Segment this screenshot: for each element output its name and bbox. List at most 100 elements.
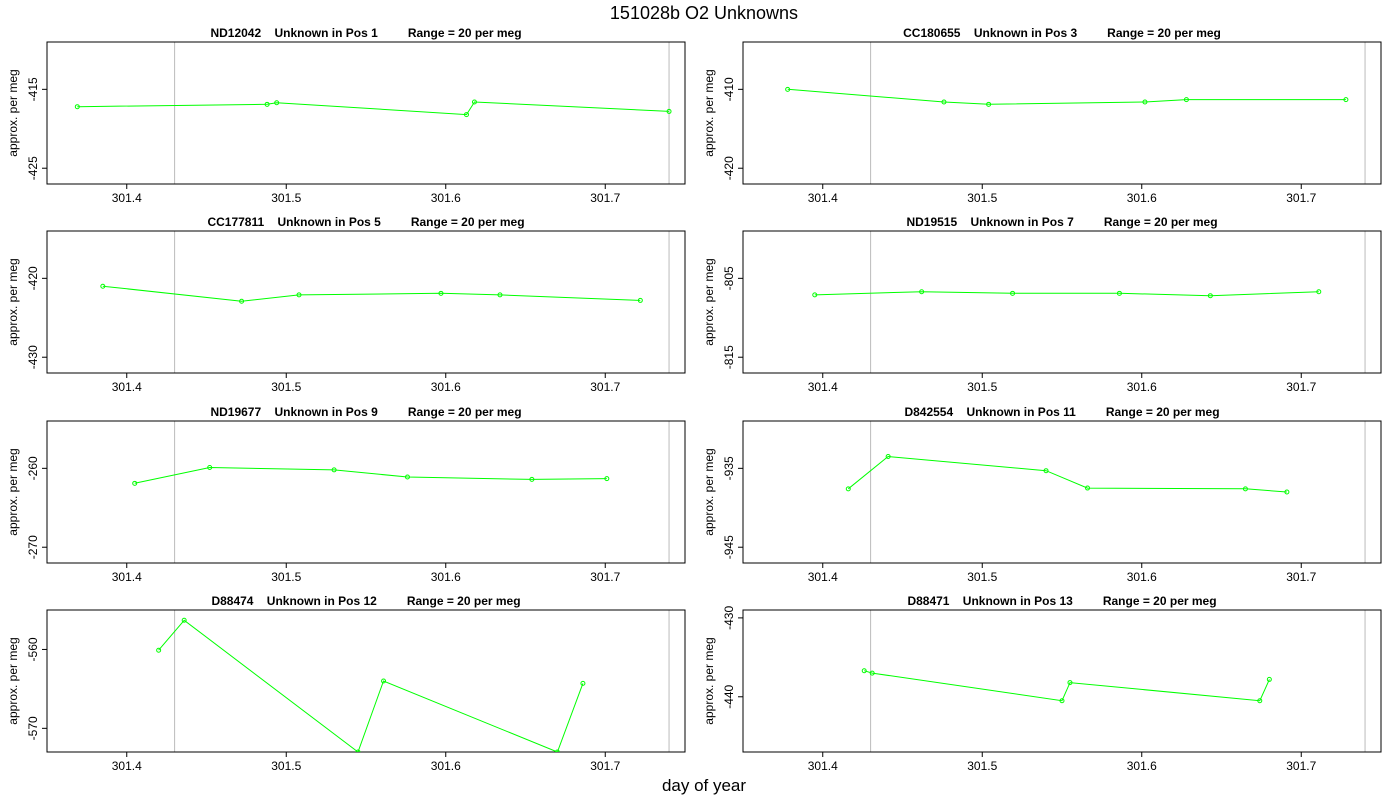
data-point <box>1116 290 1122 296</box>
panel-title: D88471 Unknown in Pos 13 Range = 20 per … <box>907 594 1216 608</box>
y-tick-label: -415 <box>26 77 40 101</box>
panel-title: D88474 Unknown in Pos 12 Range = 20 per … <box>211 594 520 608</box>
plot-frame <box>46 230 686 374</box>
data-point <box>941 99 947 105</box>
x-tick-label: 301.6 <box>431 759 461 773</box>
data-point <box>604 476 610 482</box>
x-tick-label: 301.4 <box>808 570 838 584</box>
x-tick-label: 301.4 <box>112 759 142 773</box>
data-point <box>1207 293 1213 299</box>
data-point <box>1183 97 1189 103</box>
x-tick-label: 301.5 <box>967 570 997 584</box>
series <box>845 454 1290 495</box>
data-point <box>1010 290 1016 296</box>
x-tick-label: 301.6 <box>1127 380 1157 394</box>
data-point <box>637 297 643 303</box>
plot-frame <box>742 609 1382 753</box>
data-point <box>580 680 586 686</box>
x-tick-label: 301.7 <box>590 570 620 584</box>
series-line <box>134 466 607 484</box>
x-tick-label: 301.5 <box>271 191 301 205</box>
x-tick-label: 301.4 <box>808 380 838 394</box>
data-point <box>1059 698 1065 704</box>
panel-title: ND12042 Unknown in Pos 1 Range = 20 per … <box>210 26 521 40</box>
x-tick-label: 301.5 <box>967 380 997 394</box>
y-tick-label: -430 <box>722 606 736 630</box>
y-axis-label: approx. per meg <box>702 448 716 535</box>
plot-frame <box>46 41 686 185</box>
figure-title: 151028b O2 Unknowns <box>610 3 798 23</box>
data-point <box>1343 97 1349 103</box>
data-point <box>785 86 791 92</box>
x-tick-label: 301.5 <box>967 759 997 773</box>
y-axis-label: approx. per meg <box>6 637 20 724</box>
plot-frame <box>742 230 1382 374</box>
data-point <box>885 454 891 459</box>
y-tick-label: -945 <box>722 535 736 559</box>
data-point <box>666 108 672 114</box>
panel-title: CC177811 Unknown in Pos 5 Range = 20 per… <box>207 215 524 229</box>
data-point <box>1085 485 1091 491</box>
panel-title: D842554 Unknown in Pos 11 Range = 20 per… <box>904 405 1219 419</box>
data-point <box>869 670 875 676</box>
data-point <box>919 289 925 295</box>
data-point <box>812 292 818 298</box>
y-tick-label: -430 <box>26 345 40 369</box>
y-tick-label: -805 <box>722 266 736 290</box>
panel-8: D88471 Unknown in Pos 13 Range = 20 per … <box>702 594 1382 773</box>
data-point <box>264 101 270 107</box>
x-tick-label: 301.7 <box>1286 570 1316 584</box>
data-point <box>1257 698 1263 704</box>
series-line <box>787 88 1346 105</box>
panel-4: ND19515 Unknown in Pos 7 Range = 20 per … <box>702 215 1382 394</box>
y-tick-label: -815 <box>722 345 736 369</box>
data-point <box>438 290 444 296</box>
panel-3: CC177811 Unknown in Pos 5 Range = 20 per… <box>6 215 686 394</box>
y-tick-label: -570 <box>26 716 40 740</box>
x-tick-label: 301.6 <box>1127 759 1157 773</box>
series <box>132 465 610 486</box>
y-tick-label: -935 <box>722 456 736 480</box>
panel-5: ND19677 Unknown in Pos 9 Range = 20 per … <box>6 405 686 584</box>
panel-1: ND12042 Unknown in Pos 1 Range = 20 per … <box>6 26 686 205</box>
x-tick-label: 301.4 <box>808 191 838 205</box>
x-tick-label: 301.7 <box>590 191 620 205</box>
series <box>812 289 1322 299</box>
data-point <box>1142 99 1148 105</box>
x-tick-label: 301.6 <box>431 191 461 205</box>
y-axis-label: approx. per meg <box>6 448 20 535</box>
data-point <box>239 298 245 304</box>
y-tick-label: -410 <box>722 77 736 101</box>
y-tick-label: -560 <box>26 637 40 661</box>
x-tick-label: 301.4 <box>808 759 838 773</box>
y-tick-label: -270 <box>26 535 40 559</box>
y-axis-label: approx. per meg <box>6 69 20 156</box>
data-point <box>331 467 337 473</box>
data-point <box>100 283 106 289</box>
x-tick-label: 301.4 <box>112 191 142 205</box>
series <box>100 283 643 304</box>
series-line <box>102 285 641 302</box>
panel-7: D88474 Unknown in Pos 12 Range = 20 per … <box>6 594 686 773</box>
data-point <box>404 474 410 480</box>
x-tick-label: 301.7 <box>1286 380 1316 394</box>
plot-frame <box>742 41 1382 185</box>
x-tick-label: 301.7 <box>590 380 620 394</box>
x-tick-label: 301.7 <box>590 759 620 773</box>
x-tick-label: 301.5 <box>967 191 997 205</box>
y-axis-label: approx. per meg <box>702 637 716 724</box>
data-point <box>986 101 992 107</box>
plot-frame <box>742 420 1382 564</box>
data-point <box>207 465 213 471</box>
y-tick-label: -425 <box>26 156 40 180</box>
series-line <box>158 619 584 752</box>
panel-2: CC180655 Unknown in Pos 3 Range = 20 per… <box>702 26 1382 205</box>
data-point <box>497 292 503 298</box>
x-tick-label: 301.7 <box>1286 759 1316 773</box>
x-tick-label: 301.6 <box>1127 191 1157 205</box>
series <box>156 617 586 752</box>
x-tick-label: 301.5 <box>271 380 301 394</box>
panel-title: CC180655 Unknown in Pos 3 Range = 20 per… <box>903 26 1221 40</box>
data-point <box>1242 486 1248 492</box>
